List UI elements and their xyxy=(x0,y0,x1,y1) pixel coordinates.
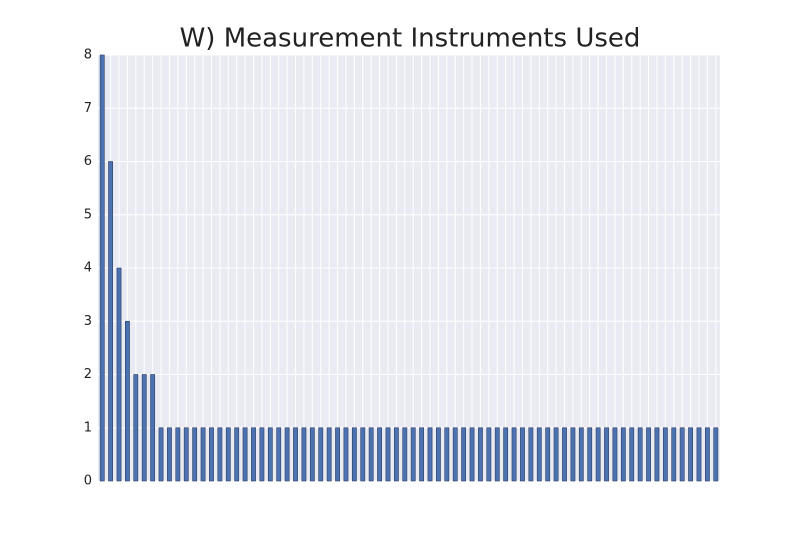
bar xyxy=(452,427,458,482)
bar xyxy=(99,54,105,482)
bar xyxy=(629,427,635,482)
bar xyxy=(200,427,206,482)
bar xyxy=(679,427,685,482)
y-tick-label: 3 xyxy=(84,314,92,329)
bar xyxy=(167,427,172,482)
bar xyxy=(696,427,702,482)
bar xyxy=(116,267,122,482)
bar xyxy=(192,427,198,482)
bar xyxy=(343,427,349,482)
chart-title: W) Measurement Instruments Used xyxy=(180,24,641,54)
bar xyxy=(209,427,214,482)
bar xyxy=(503,427,509,482)
bar xyxy=(251,427,256,482)
bar xyxy=(141,374,147,482)
bar xyxy=(595,427,601,482)
bar xyxy=(360,427,366,482)
bar xyxy=(478,427,483,482)
bar xyxy=(444,427,450,482)
y-tick-label: 6 xyxy=(84,154,92,169)
bar xyxy=(125,320,130,482)
bar xyxy=(377,427,382,482)
bar xyxy=(528,427,534,482)
bar xyxy=(436,427,441,482)
bar xyxy=(637,427,643,482)
bar xyxy=(335,427,340,482)
bar xyxy=(133,374,139,482)
bar xyxy=(494,427,500,482)
bar xyxy=(217,427,223,482)
bar xyxy=(284,427,290,482)
bar xyxy=(402,427,408,482)
y-tick-label: 8 xyxy=(84,48,92,63)
bar xyxy=(351,427,357,482)
bar xyxy=(309,427,315,482)
bar xyxy=(612,427,618,482)
bar xyxy=(158,427,164,482)
bar xyxy=(301,427,307,482)
bar xyxy=(713,427,719,482)
bar xyxy=(671,427,677,482)
bar xyxy=(511,427,517,482)
y-tick-label: 7 xyxy=(84,101,92,116)
bar xyxy=(368,427,374,482)
bar xyxy=(150,374,156,482)
y-tick-label: 1 xyxy=(84,420,92,435)
y-tick-label: 0 xyxy=(84,474,92,489)
bar xyxy=(108,161,114,482)
bar xyxy=(587,427,593,482)
bar xyxy=(536,427,542,482)
bar xyxy=(267,427,273,482)
bar xyxy=(469,427,475,482)
bar xyxy=(259,427,265,482)
bar xyxy=(604,427,609,482)
bar xyxy=(578,427,584,482)
bar xyxy=(545,427,551,482)
bar xyxy=(242,427,248,482)
bar xyxy=(553,427,559,482)
bar xyxy=(520,427,525,482)
y-tick-label: 2 xyxy=(84,367,92,382)
bar xyxy=(461,427,467,482)
bar xyxy=(419,427,425,482)
bar xyxy=(662,427,668,482)
bar xyxy=(234,427,240,482)
bar xyxy=(293,427,298,482)
y-tick-label: 5 xyxy=(84,207,92,222)
bar xyxy=(654,427,660,482)
bar xyxy=(688,427,693,482)
bar xyxy=(620,427,626,482)
bar xyxy=(385,427,391,482)
bar xyxy=(393,427,399,482)
bar xyxy=(175,427,181,482)
bar xyxy=(183,427,189,482)
bar xyxy=(704,427,710,482)
bar xyxy=(562,427,567,482)
bar xyxy=(276,427,282,482)
bar xyxy=(427,427,433,482)
bar xyxy=(646,427,651,482)
y-tick-label: 4 xyxy=(84,261,92,276)
bar xyxy=(486,427,492,482)
bar xyxy=(326,427,332,482)
bar xyxy=(410,427,416,482)
bar xyxy=(570,427,576,482)
bar xyxy=(225,427,231,482)
bar xyxy=(318,427,324,482)
